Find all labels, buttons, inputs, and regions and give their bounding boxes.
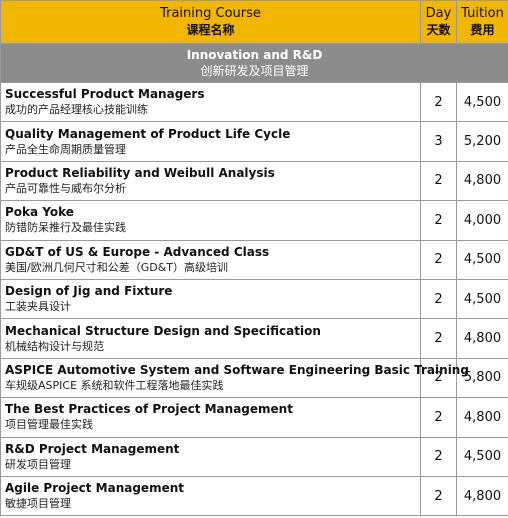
table-row: Successful Product Managers 成功的产品经理核心技能训练…	[0, 81, 508, 123]
course-name-en: Successful Product Managers	[5, 87, 205, 102]
header-tuition-zh: 费用	[470, 23, 495, 37]
course-name-en: GD&T of US & Europe - Advanced Class	[5, 244, 270, 259]
table-row: Poka Yoke 防错防呆推行及最佳实践 2 4,000	[0, 200, 508, 241]
section-row: Innovation and R&D 创新研发及项目管理	[0, 43, 508, 83]
course-days: 2	[420, 357, 457, 399]
course-days: 2	[420, 397, 457, 438]
header-course-zh: 课程名称	[186, 23, 235, 37]
course-name-en: Poka Yoke	[5, 205, 74, 220]
course-tuition: 4,800	[456, 160, 508, 202]
course-name-zh: 机械结构设计与规范	[5, 339, 104, 353]
course-tuition: 4,500	[456, 278, 508, 320]
course-cell: Agile Project Management 敏捷项目管理	[0, 475, 421, 517]
course-cell: The Best Practices of Project Management…	[0, 397, 421, 438]
course-cell: Quality Management of Product Life Cycle…	[0, 121, 421, 162]
table-row: The Best Practices of Project Management…	[0, 397, 508, 438]
course-cell: Mechanical Structure Design and Specific…	[0, 318, 421, 359]
section-title-en: Innovation and R&D	[186, 48, 323, 62]
course-tuition: 4,800	[456, 475, 508, 517]
course-days: 2	[420, 200, 457, 241]
course-name-zh: 项目管理最佳实践	[5, 418, 93, 432]
course-name-zh: 成功的产品经理核心技能训练	[5, 103, 148, 117]
table-row: GD&T of US & Europe - Advanced Class 美国/欧…	[0, 239, 508, 280]
course-name-zh: 防错防呆推行及最佳实践	[5, 221, 126, 235]
course-tuition: 4,800	[456, 318, 508, 359]
header-course-en: Training Course	[160, 6, 261, 21]
header-day-zh: 天数	[426, 23, 451, 37]
course-cell: Successful Product Managers 成功的产品经理核心技能训练	[0, 81, 421, 123]
course-tuition: 4,500	[456, 81, 508, 123]
table-header-row: Training Course 课程名称 Day 天数 Tuition 费用	[0, 0, 508, 44]
course-name-en: Product Reliability and Weibull Analysis	[5, 165, 275, 180]
course-tuition: 4,000	[456, 200, 508, 241]
course-tuition: 4,500	[456, 239, 508, 280]
course-days: 2	[420, 436, 457, 477]
course-name-zh: 产品全生命周期质量管理	[5, 142, 126, 156]
course-days: 2	[420, 81, 457, 123]
table-row: Mechanical Structure Design and Specific…	[0, 318, 508, 359]
header-tuition: Tuition 费用	[456, 0, 508, 44]
course-days: 2	[420, 475, 457, 517]
course-cell: Poka Yoke 防错防呆推行及最佳实践	[0, 200, 421, 241]
course-name-en: R&D Project Management	[5, 441, 180, 456]
course-name-zh: 敏捷项目管理	[5, 497, 71, 511]
course-days: 2	[420, 318, 457, 359]
course-tuition: 4,800	[456, 397, 508, 438]
course-days: 2	[420, 239, 457, 280]
course-days: 3	[420, 121, 457, 162]
course-name-en: Quality Management of Product Life Cycle	[5, 126, 291, 141]
course-cell: ASPICE Automotive System and Software En…	[0, 357, 469, 399]
section-cell: Innovation and R&D 创新研发及项目管理	[0, 43, 508, 83]
course-name-zh: 车规级ASPICE 系统和软件工程落地最佳实践	[5, 378, 224, 392]
header-day-en: Day	[425, 6, 452, 21]
table-row: Quality Management of Product Life Cycle…	[0, 121, 508, 162]
course-days: 2	[420, 278, 457, 320]
course-name-en: Design of Jig and Fixture	[5, 284, 173, 299]
course-name-en: The Best Practices of Project Management	[5, 402, 293, 417]
course-cell: R&D Project Management 研发项目管理	[0, 436, 421, 477]
table-row: Product Reliability and Weibull Analysis…	[0, 160, 508, 202]
course-name-en: ASPICE Automotive System and Software En…	[5, 362, 469, 377]
course-tuition: 5,200	[456, 121, 508, 162]
header-course: Training Course 课程名称	[0, 0, 421, 44]
course-cell: Design of Jig and Fixture 工装夹具设计	[0, 278, 421, 320]
course-name-en: Agile Project Management	[5, 481, 184, 496]
course-name-zh: 产品可靠性与威布尔分析	[5, 181, 126, 195]
course-cell: Product Reliability and Weibull Analysis…	[0, 160, 421, 202]
course-cell: GD&T of US & Europe - Advanced Class 美国/欧…	[0, 239, 421, 280]
course-name-en: Mechanical Structure Design and Specific…	[5, 323, 321, 338]
header-day: Day 天数	[420, 0, 457, 44]
course-name-zh: 工装夹具设计	[5, 300, 71, 314]
table-row: ASPICE Automotive System and Software En…	[0, 357, 508, 399]
section-title-zh: 创新研发及项目管理	[200, 64, 309, 78]
course-name-zh: 研发项目管理	[5, 457, 71, 471]
course-name-zh: 美国/欧洲几何尺寸和公差（GD&T）高级培训	[5, 260, 228, 274]
course-tuition: 4,500	[456, 436, 508, 477]
table-row: Agile Project Management 敏捷项目管理 2 4,800	[0, 475, 508, 517]
header-tuition-en: Tuition	[461, 6, 504, 21]
table-row: R&D Project Management 研发项目管理 2 4,500	[0, 436, 508, 477]
table-row: Design of Jig and Fixture 工装夹具设计 2 4,500	[0, 278, 508, 320]
course-days: 2	[420, 160, 457, 202]
